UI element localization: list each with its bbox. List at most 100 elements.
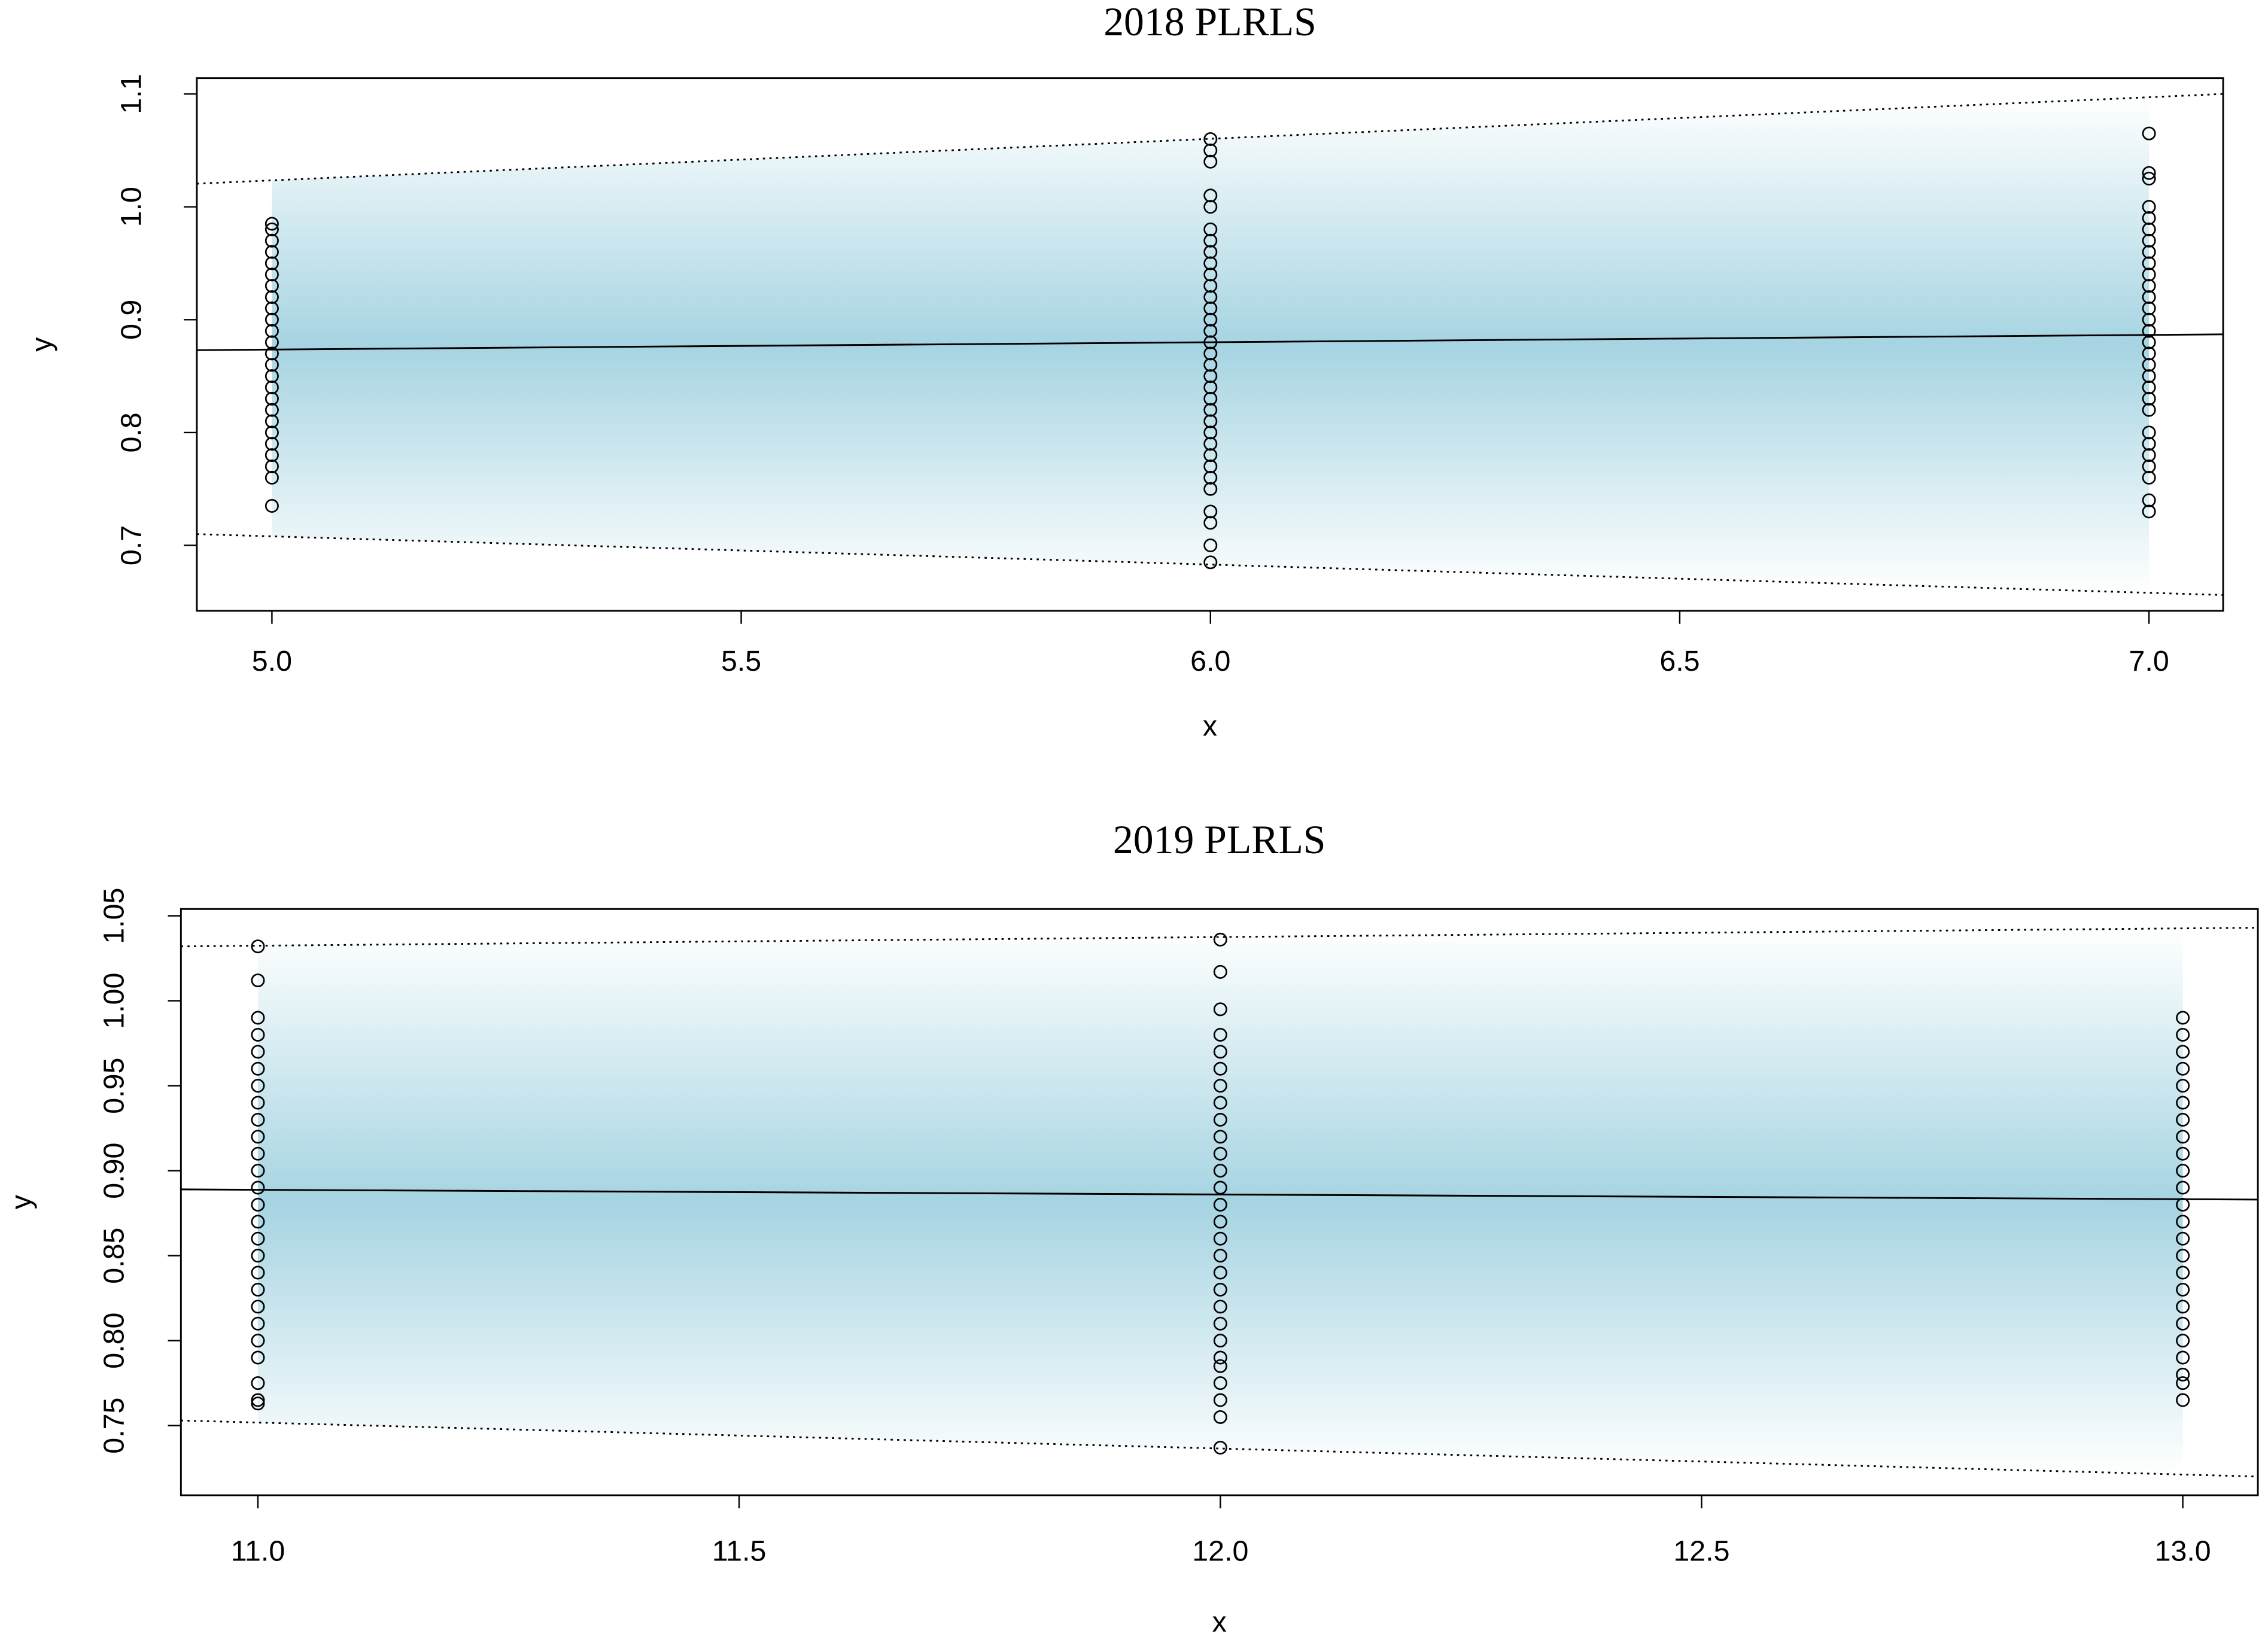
- data-point: [251, 1215, 265, 1229]
- data-point: [2142, 403, 2156, 417]
- data-point: [2142, 211, 2156, 226]
- data-point: [1203, 470, 1218, 485]
- data-point: [1213, 1300, 1227, 1314]
- data-point: [1213, 1002, 1227, 1017]
- data-point: [265, 358, 279, 372]
- data-point: [2176, 1011, 2190, 1025]
- data-point: [1203, 188, 1218, 203]
- x-axis-label: x: [1203, 710, 1217, 743]
- chart-title: 2018 PLRLS: [1103, 0, 1317, 44]
- data-point: [265, 470, 279, 485]
- x-tick-label: 11.0: [231, 1535, 285, 1568]
- shade-band: [257, 928, 2183, 1475]
- data-point: [265, 403, 279, 417]
- data-point: [2176, 1367, 2190, 1382]
- y-tick-label: 0.75: [98, 1398, 130, 1454]
- data-point: [2176, 1231, 2190, 1246]
- data-point: [251, 1197, 265, 1212]
- data-point: [251, 1180, 265, 1195]
- bound-line: [181, 927, 2258, 948]
- data-point: [2176, 1180, 2190, 1195]
- y-tick-label: 1.1: [115, 74, 147, 114]
- y-tick-label: 1.05: [98, 888, 130, 944]
- x-tick-label: 6.5: [1659, 645, 1700, 677]
- data-point: [1213, 1079, 1227, 1093]
- x-tick-label: 6.0: [1190, 645, 1230, 677]
- data-point: [251, 1396, 265, 1411]
- data-point: [2142, 380, 2156, 394]
- data-point: [1213, 1265, 1227, 1280]
- data-point: [2142, 290, 2156, 305]
- y-tick-label: 0.80: [98, 1313, 130, 1369]
- data-point: [1203, 324, 1218, 338]
- data-point: [251, 1334, 265, 1348]
- data-point: [1213, 1410, 1227, 1424]
- data-point: [1203, 504, 1218, 519]
- data-point: [1203, 437, 1218, 451]
- data-point: [1203, 154, 1218, 169]
- data-point: [2142, 301, 2156, 315]
- data-point: [2176, 1334, 2190, 1348]
- data-point: [265, 437, 279, 451]
- data-point: [2142, 172, 2156, 186]
- data-point: [1213, 932, 1227, 947]
- shade-band: [272, 97, 2150, 593]
- data-point: [1213, 1146, 1227, 1161]
- fit-line: [181, 1188, 2258, 1201]
- data-point: [2176, 1112, 2190, 1127]
- data-point: [251, 1027, 265, 1042]
- panel: 2018 PLRLS x y 5.0 5.5 6.0 6.5 7.0 0.7 0.8 0.9 1.0 1…: [25, 0, 2224, 743]
- data-point: [251, 1096, 265, 1110]
- data-point: [1203, 380, 1218, 394]
- data-point: [2142, 233, 2156, 248]
- data-point: [1213, 1096, 1227, 1110]
- data-point: [1203, 482, 1218, 496]
- data-point: [2142, 256, 2156, 270]
- data-point: [1203, 346, 1218, 361]
- data-point: [2142, 493, 2156, 507]
- data-point: [1203, 414, 1218, 428]
- data-point: [1203, 358, 1218, 372]
- data-point: [2176, 1393, 2190, 1407]
- data-point: [1203, 233, 1218, 248]
- data-point: [1213, 1215, 1227, 1229]
- x-tick-label: 12.0: [1192, 1535, 1248, 1568]
- data-point: [265, 301, 279, 315]
- y-tick-label: 0.95: [98, 1058, 130, 1114]
- data-point: [1203, 403, 1218, 417]
- data-point: [265, 279, 279, 293]
- data-point: [2176, 1316, 2190, 1331]
- data-point: [265, 233, 279, 248]
- data-point: [2142, 267, 2156, 282]
- data-point: [1213, 1393, 1227, 1407]
- data-point: [1213, 1231, 1227, 1246]
- data-point: [2142, 504, 2156, 519]
- data-point: [2176, 1027, 2190, 1042]
- data-point: [1203, 538, 1218, 553]
- data-point: [251, 939, 265, 954]
- data-point: [1213, 1441, 1227, 1455]
- data-point: [2176, 1146, 2190, 1161]
- data-point: [1213, 1249, 1227, 1263]
- data-point: [2176, 1282, 2190, 1297]
- data-point: [1203, 200, 1218, 214]
- data-point: [251, 1164, 265, 1178]
- data-point: [2142, 222, 2156, 236]
- data-point: [251, 1376, 265, 1390]
- data-point: [251, 1265, 265, 1280]
- data-point: [265, 222, 279, 236]
- y-axis-label: y: [5, 1194, 37, 1209]
- y-tick-label: 1.0: [115, 187, 147, 227]
- data-point: [2142, 369, 2156, 384]
- data-point: [1203, 312, 1218, 327]
- data-point: [251, 973, 265, 988]
- data-point: [2142, 391, 2156, 406]
- data-point: [265, 459, 279, 473]
- data-point: [2142, 346, 2156, 361]
- x-tick-label: 5.0: [252, 645, 292, 677]
- data-point: [1203, 448, 1218, 463]
- data-point: [1203, 425, 1218, 440]
- x-tick-label: 13.0: [2155, 1535, 2211, 1568]
- data-point: [1203, 143, 1218, 157]
- data-point: [265, 346, 279, 361]
